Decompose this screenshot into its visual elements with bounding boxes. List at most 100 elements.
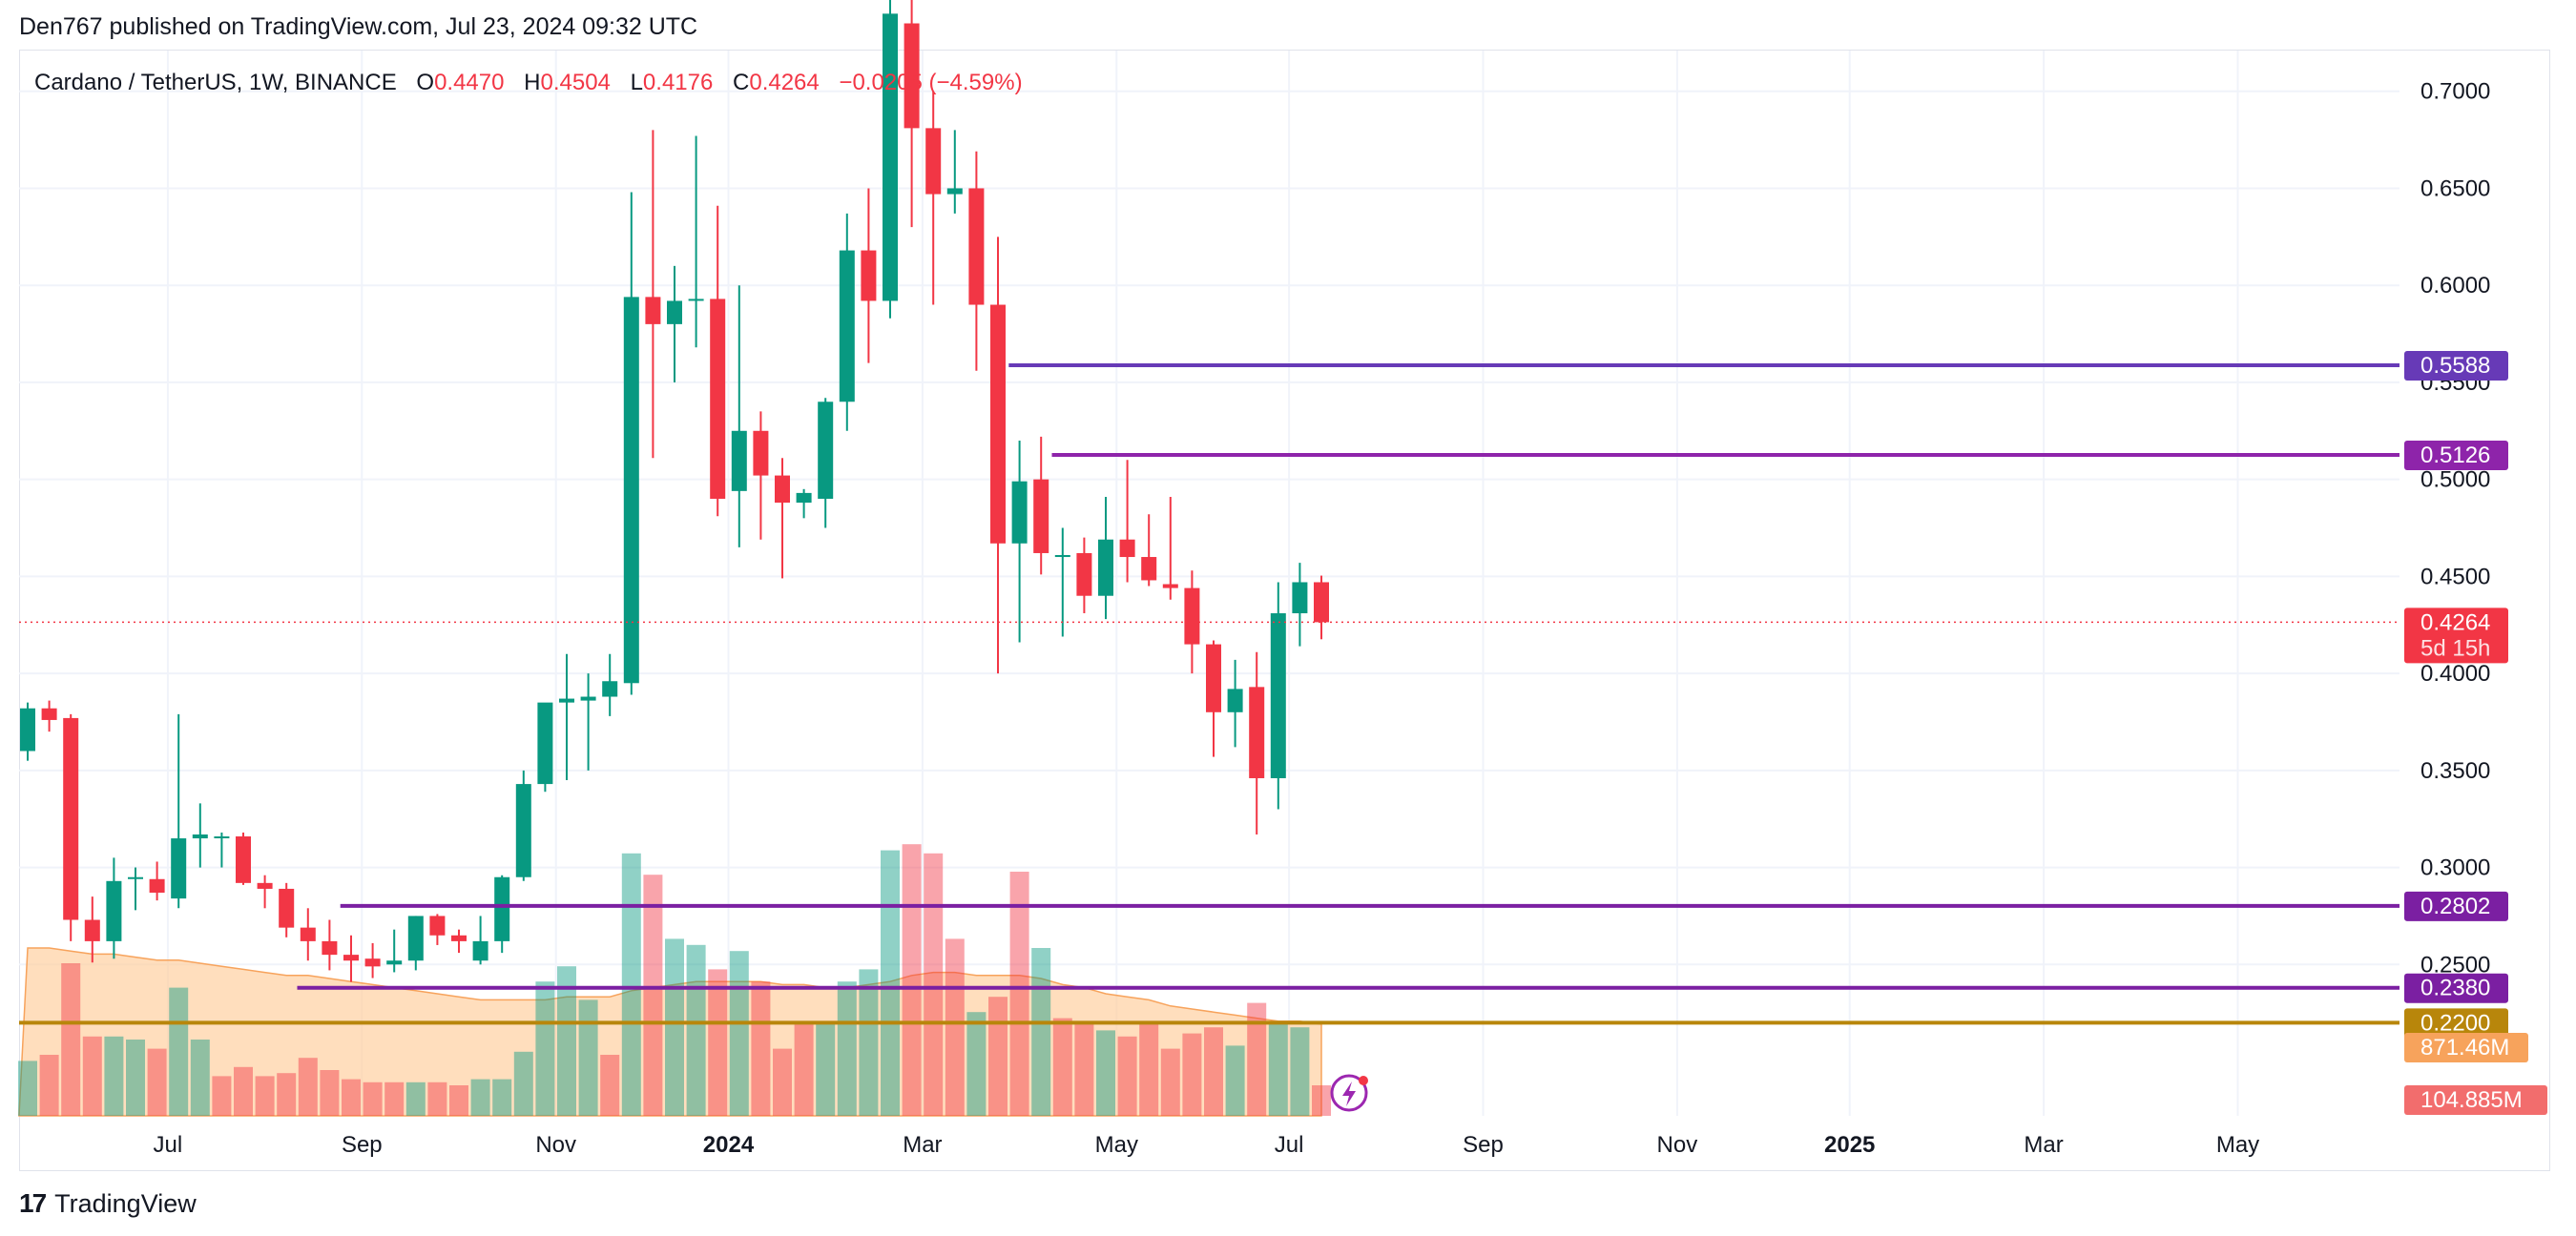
volume-label[interactable]: 104.885M [2404, 1085, 2547, 1115]
candle[interactable] [559, 653, 574, 781]
candle-body[interactable] [753, 430, 769, 476]
candle[interactable] [537, 702, 553, 793]
candle[interactable] [171, 713, 187, 909]
candle[interactable] [386, 929, 403, 973]
candle[interactable] [1011, 440, 1028, 643]
candle[interactable] [580, 673, 596, 771]
candle-body[interactable] [41, 708, 57, 720]
candle-body[interactable] [429, 916, 446, 936]
candle-body[interactable] [407, 916, 424, 961]
candle[interactable] [279, 882, 295, 937]
candle[interactable] [861, 188, 877, 363]
candle[interactable] [1206, 640, 1221, 757]
candle[interactable] [236, 832, 251, 885]
candle[interactable] [451, 929, 467, 954]
candle[interactable] [472, 916, 488, 965]
candle[interactable] [1227, 659, 1243, 748]
candle-body[interactable] [1270, 613, 1286, 778]
price-axis[interactable]: 0.70000.65000.60000.55000.50000.45000.40… [2404, 79, 2547, 1115]
candle[interactable] [429, 914, 446, 945]
candle[interactable] [106, 857, 122, 959]
candle[interactable] [818, 398, 834, 528]
level-price-label[interactable]: 0.2802 [2404, 891, 2508, 921]
candle[interactable] [343, 935, 359, 982]
candle[interactable] [602, 653, 618, 716]
candle-body[interactable] [623, 297, 639, 684]
candle-body[interactable] [1033, 479, 1049, 553]
candle-body[interactable] [968, 188, 985, 305]
candle-body[interactable] [775, 475, 790, 504]
candle[interactable] [990, 237, 1006, 674]
candle-body[interactable] [861, 250, 877, 301]
candle-body[interactable] [1076, 552, 1092, 596]
candle[interactable] [753, 411, 769, 540]
candle[interactable] [149, 861, 165, 901]
candle[interactable] [883, 0, 898, 319]
candle-body[interactable] [1249, 687, 1265, 778]
candle-body[interactable] [214, 836, 230, 839]
candle[interactable] [839, 213, 855, 431]
candle[interactable] [1098, 496, 1113, 620]
candle[interactable] [128, 867, 143, 911]
candle-body[interactable] [1162, 584, 1178, 588]
candle-body[interactable] [236, 836, 251, 883]
volume-ma-label[interactable]: 871.46M [2404, 1033, 2528, 1062]
candle[interactable] [84, 896, 100, 963]
candle-body[interactable] [904, 23, 920, 129]
candle-body[interactable] [818, 402, 834, 499]
candle-body[interactable] [472, 940, 488, 961]
candle[interactable] [1249, 651, 1265, 834]
candle-body[interactable] [84, 919, 100, 941]
candle[interactable] [623, 192, 639, 695]
candle[interactable] [1076, 537, 1092, 614]
candle-body[interactable] [559, 698, 574, 703]
candle-body[interactable] [1227, 689, 1243, 712]
candle-body[interactable] [128, 876, 143, 879]
candle-body[interactable] [343, 955, 359, 961]
candle-body[interactable] [515, 784, 531, 877]
lightning-icon[interactable] [1330, 1074, 1368, 1112]
candle-body[interactable] [1098, 539, 1113, 596]
candle[interactable] [667, 265, 682, 382]
candle-body[interactable] [1292, 582, 1308, 614]
candle-body[interactable] [1314, 582, 1329, 623]
candle[interactable] [41, 700, 57, 732]
candle-body[interactable] [602, 681, 618, 697]
candle[interactable] [796, 488, 812, 519]
candle[interactable] [20, 702, 35, 761]
candle[interactable] [192, 803, 208, 868]
candle[interactable] [494, 875, 510, 954]
candle-body[interactable] [1206, 644, 1221, 712]
candle-body[interactable] [645, 297, 661, 324]
candle[interactable] [364, 942, 381, 978]
candle-body[interactable] [106, 880, 122, 941]
level-price-label[interactable]: 0.2200 [2404, 1008, 2508, 1039]
level-price-label[interactable]: 0.5126 [2404, 441, 2508, 471]
candle[interactable] [731, 285, 747, 547]
candle-body[interactable] [537, 702, 553, 785]
candle[interactable] [300, 908, 316, 961]
candle-body[interactable] [1141, 557, 1157, 581]
brand-name[interactable]: TradingView [54, 1188, 197, 1218]
candle-body[interactable] [386, 960, 403, 965]
candle[interactable] [322, 919, 338, 971]
tradingview-logo-icon[interactable]: 17 [19, 1188, 47, 1218]
candle-body[interactable] [149, 878, 165, 894]
candle-body[interactable] [322, 940, 338, 956]
candle-body[interactable] [1011, 481, 1028, 544]
candle-body[interactable] [279, 888, 295, 928]
candle-body[interactable] [667, 300, 682, 324]
candle-body[interactable] [883, 13, 898, 301]
candle[interactable] [688, 135, 704, 348]
candle[interactable] [946, 130, 963, 214]
candle-body[interactable] [63, 717, 79, 920]
candle[interactable] [1270, 582, 1286, 810]
candle[interactable] [1292, 563, 1308, 647]
candle[interactable] [1141, 514, 1157, 587]
candle-body[interactable] [796, 492, 812, 504]
horizontal-levels[interactable] [19, 363, 2399, 1025]
level-price-label[interactable]: 0.2380 [2404, 973, 2508, 1003]
candle[interactable] [214, 832, 230, 868]
candle-body[interactable] [990, 304, 1006, 544]
